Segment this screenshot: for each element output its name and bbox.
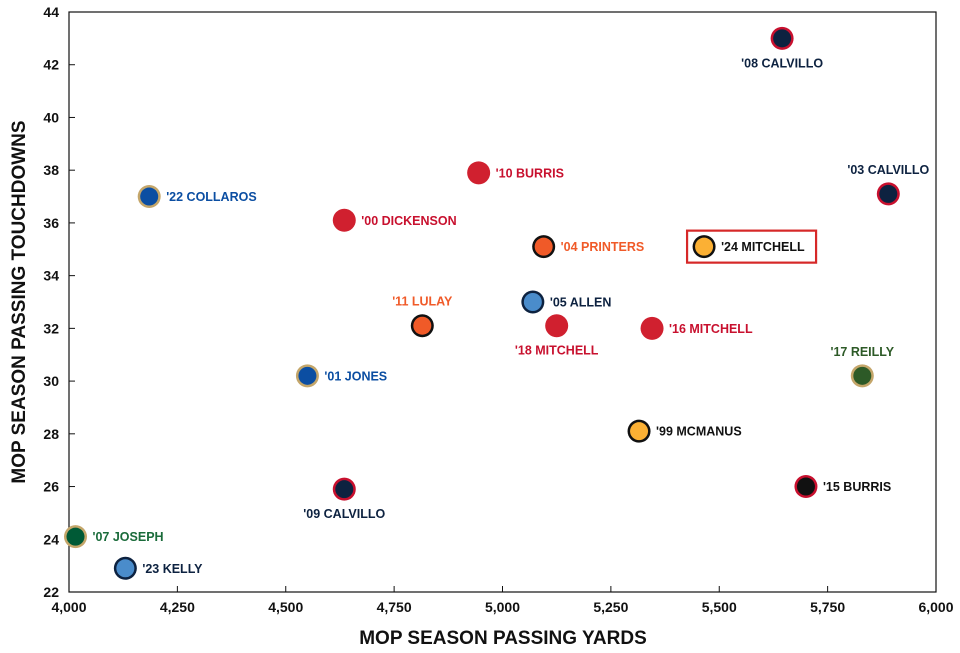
point-marker <box>547 316 566 335</box>
x-tick-label: 5,500 <box>702 599 737 615</box>
data-point: '10 BURRIS <box>467 161 564 185</box>
data-point: '09 CALVILLO <box>303 477 386 521</box>
y-tick-label: 38 <box>43 162 59 178</box>
data-point: '04 PRINTERS <box>532 235 645 259</box>
data-point: '08 CALVILLO <box>741 26 823 70</box>
data-point: '00 DICKENSON <box>332 208 457 232</box>
data-point: '07 JOSEPH <box>64 525 164 549</box>
x-tick-label: 4,250 <box>160 599 195 615</box>
point-label: '11 LULAY <box>392 295 453 309</box>
point-marker <box>796 477 815 496</box>
point-marker <box>853 366 872 385</box>
point-label: '18 MITCHELL <box>515 344 599 358</box>
point-marker <box>534 237 553 256</box>
x-axis-title: MOP SEASON PASSING YARDS <box>359 628 647 649</box>
point-marker <box>630 422 649 441</box>
data-point: '01 JONES <box>295 364 387 388</box>
x-tick-label: 4,500 <box>268 599 303 615</box>
y-tick-label: 28 <box>43 426 59 442</box>
data-point: '03 CALVILLO <box>847 163 930 206</box>
point-label: '24 MITCHELL <box>721 240 805 254</box>
y-axis-ticks: 22 24 26 28 30 32 34 36 38 40 42 44 <box>43 4 75 600</box>
point-label: '17 REILLY <box>830 345 894 359</box>
point-label: '10 BURRIS <box>496 166 564 180</box>
data-point: '99 MCMANUS <box>627 419 742 443</box>
point-label: '03 CALVILLO <box>847 163 929 177</box>
point-label: '15 BURRIS <box>823 480 891 494</box>
x-axis-ticks: 4,000 4,250 4,500 4,750 5,000 5,250 5,500 5,750… <box>51 586 954 615</box>
data-point: '11 LULAY <box>392 295 453 338</box>
point-marker <box>643 319 662 338</box>
data-points: '08 CALVILLO '03 CALVILLO '10 BURRIS '22 CO… <box>64 26 930 580</box>
point-marker <box>523 293 542 311</box>
point-label: '05 ALLEN <box>550 296 612 310</box>
x-tick-label: 5,750 <box>810 599 845 615</box>
point-marker <box>66 527 85 546</box>
x-tick-label: 6,000 <box>918 599 953 615</box>
point-label: '01 JONES <box>324 369 387 383</box>
data-point: '23 KELLY <box>113 556 203 580</box>
y-axis-title: MOP SEASON PASSING TOUCHDOWNS <box>9 120 30 483</box>
y-tick-label: 24 <box>43 531 59 547</box>
x-tick-label: 4,000 <box>51 599 86 615</box>
point-marker <box>140 187 159 206</box>
x-tick-label: 5,250 <box>593 599 628 615</box>
point-marker <box>335 480 354 499</box>
y-tick-label: 40 <box>43 109 59 125</box>
point-marker <box>413 316 432 335</box>
point-marker <box>695 237 714 256</box>
point-label: '00 DICKENSON <box>361 214 456 228</box>
point-marker <box>298 366 317 385</box>
point-marker <box>773 29 792 48</box>
data-point: '16 MITCHELL <box>640 316 753 340</box>
y-tick-label: 26 <box>43 479 59 495</box>
point-label: '99 MCMANUS <box>656 425 742 439</box>
point-marker <box>469 163 488 182</box>
point-label: '09 CALVILLO <box>303 507 385 521</box>
y-tick-label: 42 <box>43 57 59 73</box>
point-marker <box>879 184 898 203</box>
x-tick-label: 5,000 <box>485 599 520 615</box>
point-marker <box>335 211 354 230</box>
y-tick-label: 44 <box>43 4 59 20</box>
point-label: '04 PRINTERS <box>561 240 645 254</box>
x-tick-label: 4,750 <box>377 599 412 615</box>
data-point: '05 ALLEN <box>521 290 612 314</box>
point-label: '16 MITCHELL <box>669 322 753 336</box>
data-point: '18 MITCHELL <box>515 314 599 358</box>
y-tick-label: 34 <box>43 268 59 284</box>
y-tick-label: 30 <box>43 373 59 389</box>
highlight-box <box>685 229 818 264</box>
data-point: '22 COLLAROS <box>137 185 257 209</box>
y-tick-label: 22 <box>43 584 59 600</box>
point-label: '22 COLLAROS <box>166 190 257 204</box>
point-label: '07 JOSEPH <box>93 530 164 544</box>
y-tick-label: 32 <box>43 320 59 336</box>
data-point: '24 MITCHELL <box>692 235 805 259</box>
point-label: '23 KELLY <box>142 562 203 576</box>
data-point: '15 BURRIS <box>794 475 891 499</box>
y-tick-label: 36 <box>43 215 59 231</box>
data-point: '17 REILLY <box>830 345 895 388</box>
point-marker <box>116 559 135 578</box>
plot-frame <box>68 11 937 593</box>
point-label: '08 CALVILLO <box>741 56 823 70</box>
